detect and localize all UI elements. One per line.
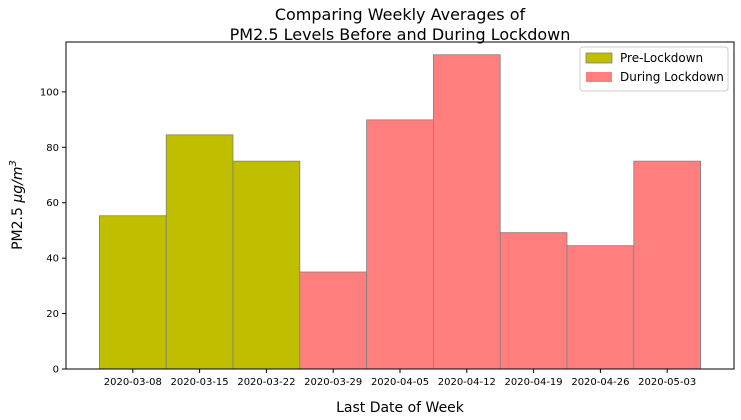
bar-during-lockdown-2020-04-12 — [432, 54, 501, 370]
y-axis-label-prefix: PM2.5 — [10, 203, 26, 250]
x-tick-label-2020-04-26: 2020-04-26 — [571, 377, 629, 388]
x-tick-label-2020-03-08: 2020-03-08 — [104, 377, 162, 388]
legend-box — [579, 46, 729, 92]
x-axis: 2020-03-08 2020-03-15 2020-03-22 2020-03-29… — [104, 369, 696, 388]
x-tick-label-2020-04-05: 2020-04-05 — [371, 377, 429, 388]
chart-title-line2: PM2.5 Levels Before and During Lockdown — [230, 25, 571, 44]
y-axis-label: PM2.5 μg/m3 — [8, 160, 26, 250]
x-tick-label-2020-03-29: 2020-03-29 — [304, 377, 362, 388]
bar-pre-lockdown-2020-03-15 — [165, 134, 234, 370]
x-tick-label-2020-04-12: 2020-04-12 — [438, 377, 496, 388]
legend-label-during-lockdown: During Lockdown — [620, 70, 724, 84]
y-axis: 0 20 40 60 80 100 — [40, 87, 66, 376]
y-tick-label-40: 40 — [46, 254, 59, 265]
bar-during-lockdown-2020-05-03 — [633, 160, 701, 370]
bar-pre-lockdown-2020-03-08 — [99, 215, 167, 370]
bar-during-lockdown-2020-03-29 — [299, 271, 367, 370]
legend-swatch-pre-lockdown — [585, 52, 613, 64]
y-tick-label-100: 100 — [40, 87, 59, 98]
x-axis-label: Last Date of Week — [336, 400, 465, 416]
x-tick-label-2020-05-03: 2020-05-03 — [638, 377, 696, 388]
y-tick-label-80: 80 — [46, 143, 59, 154]
legend-swatch-during-lockdown — [586, 72, 612, 82]
x-tick-label-2020-03-22: 2020-03-22 — [237, 377, 295, 388]
y-axis-label-unit: μg/m — [10, 166, 26, 203]
y-axis-label-unit-exponent: 3 — [8, 160, 19, 166]
bar-during-lockdown-2020-04-05 — [366, 119, 434, 370]
bar-during-lockdown-2020-04-26 — [566, 245, 635, 370]
bar-during-lockdown-2020-04-19 — [499, 232, 568, 370]
bar-pre-lockdown-2020-03-22 — [232, 160, 301, 370]
x-tick-label-2020-04-19: 2020-04-19 — [505, 377, 563, 388]
y-tick-label-20: 20 — [46, 309, 59, 320]
bars — [99, 54, 701, 370]
x-tick-label-2020-03-15: 2020-03-15 — [171, 377, 229, 388]
y-tick-label-0: 0 — [53, 365, 59, 376]
legend: Pre-Lockdown During Lockdown — [579, 46, 729, 92]
legend-label-pre-lockdown: Pre-Lockdown — [620, 51, 703, 65]
chart-title-line1: Comparing Weekly Averages of — [275, 5, 526, 24]
y-tick-label-60: 60 — [46, 198, 59, 209]
